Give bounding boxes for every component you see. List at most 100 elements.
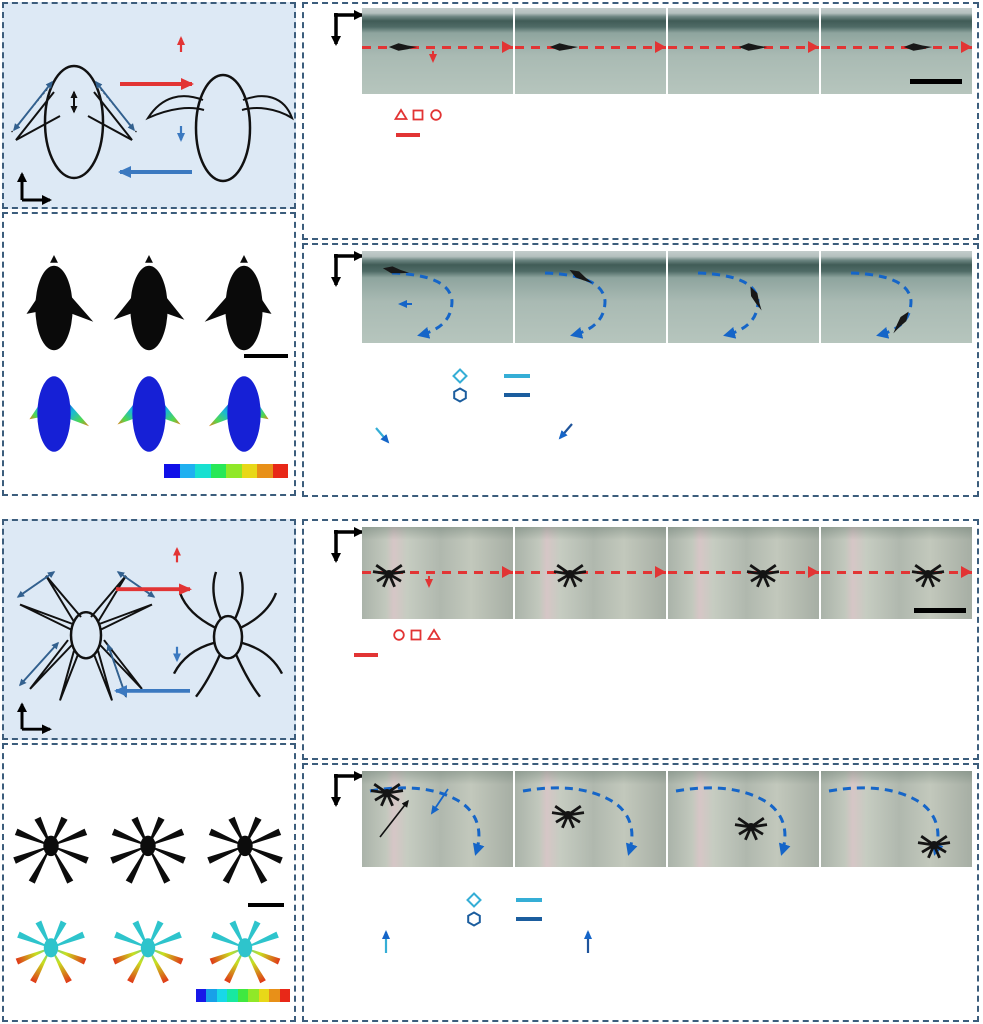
photo-frame-d2 (515, 251, 666, 343)
scale-5cm-bar (910, 79, 962, 84)
exp-star-design1 (13, 816, 89, 884)
chart-c-trajectory (310, 100, 640, 236)
undeformed-right-fin (87, 91, 133, 141)
trajectory-arc (369, 786, 485, 856)
photo-frame-g2 (515, 527, 666, 619)
hexagon-marker-icon (467, 911, 481, 927)
photo-frame-g1 (362, 527, 513, 619)
scale-1cm-bar (244, 354, 288, 358)
fea-fish-design1 (29, 376, 90, 452)
panel-h (302, 763, 979, 1022)
legend-line-50 (504, 374, 530, 378)
fea-star-design3 (209, 920, 281, 984)
panel-c (302, 2, 979, 240)
fish-robot-icon (388, 43, 418, 51)
panel-f (2, 743, 296, 1022)
spider-robot-icon (745, 563, 781, 589)
panel-d (302, 243, 979, 497)
fea-fish-design3 (208, 376, 269, 452)
fish-robot-icon (738, 43, 768, 51)
xy-axis-glyph (331, 251, 364, 287)
spider-robot-icon (733, 816, 769, 842)
as-design-arrow-icon (429, 51, 437, 63)
photo-frame-d1 (362, 251, 513, 343)
exp-star-design3 (207, 816, 283, 884)
chart-c-velocity (646, 100, 976, 236)
as-design-arrow-icon (430, 788, 449, 815)
xy-axis-glyph (331, 10, 364, 46)
spider-robot-icon (916, 834, 952, 860)
fea-star-design2 (112, 920, 184, 984)
photo-frame-c4 (821, 8, 972, 94)
photo-frame-h4 (821, 771, 972, 867)
schematic-bending (9, 36, 294, 205)
fish-robot-icon (903, 43, 933, 51)
deformed-body (194, 73, 252, 183)
fea-fish-design2 (117, 376, 181, 452)
diamond-marker-icon (452, 368, 468, 384)
chart-g-trajectory (310, 621, 640, 755)
scale-5cm-bar (914, 608, 966, 613)
panel-a (2, 2, 296, 209)
photo-frame-d3 (668, 251, 819, 343)
photo-frame-h1 (362, 771, 513, 867)
spider-robot-icon (552, 563, 588, 589)
legend-line-50 (516, 898, 542, 902)
trajectory-arc (697, 271, 760, 339)
chart-h-radius (646, 871, 976, 1019)
trajectory-arc (391, 271, 454, 339)
undeformed-body (43, 64, 105, 180)
chart-d-trajectory (310, 347, 640, 493)
undeformed-spider-body (69, 611, 103, 660)
photo-frame-h3 (668, 771, 819, 867)
chart-g-velocity (646, 621, 976, 755)
chart-h-trajectory (310, 871, 640, 1019)
exp-star-design2 (110, 816, 186, 884)
fea-star-design1 (15, 920, 87, 984)
legend-line-70 (504, 393, 530, 397)
undeformed-left-fin (15, 91, 61, 141)
colorbar-b (164, 464, 288, 478)
legend-exp (392, 628, 441, 642)
photo-frame-c3 (668, 8, 819, 94)
photo-frame-h2 (515, 771, 666, 867)
exp-fish-design3 (204, 254, 272, 351)
trajectory-arc (522, 786, 638, 856)
spider-robot-icon (550, 804, 586, 830)
panel-g (302, 519, 979, 760)
photo-frame-d4 (821, 251, 972, 343)
design3-arrow-icon (584, 930, 592, 953)
legend-as-design (354, 647, 378, 661)
as-design-arrow-icon (398, 300, 412, 308)
colorbar-f (196, 989, 290, 1002)
panel-e (2, 519, 296, 740)
trajectory-arc (828, 786, 944, 856)
radius-arrow-icon (379, 799, 409, 838)
photo-frame-c2 (515, 8, 666, 94)
photo-frame-g4 (821, 527, 972, 619)
exp-fish-design2 (113, 254, 185, 351)
legend-line-70 (516, 917, 542, 921)
legend-as-design (396, 127, 420, 141)
chart-d-radius (646, 347, 976, 493)
panel-b (2, 212, 296, 496)
photo-frame-c1 (362, 8, 513, 94)
photo-frame-g3 (668, 527, 819, 619)
deformed-spider-legs (172, 571, 284, 698)
deformed-left-fin (145, 95, 205, 121)
as-design-arrow-icon (425, 576, 433, 588)
deformed-spider-body (212, 614, 244, 660)
undeformed-spider-legs (19, 575, 153, 701)
fish-robot-icon (549, 43, 579, 51)
exp-fish-design1 (26, 254, 94, 351)
scale-1cm-bar (248, 903, 284, 907)
design3-arrow-icon (558, 423, 573, 440)
trajectory-arc (544, 271, 607, 339)
spider-robot-icon (371, 563, 407, 589)
design1-arrow-icon (375, 427, 390, 444)
deformed-right-fin (241, 95, 294, 121)
hexagon-marker-icon (453, 387, 467, 403)
trajectory-arc (675, 786, 791, 856)
legend-exp (393, 108, 443, 122)
